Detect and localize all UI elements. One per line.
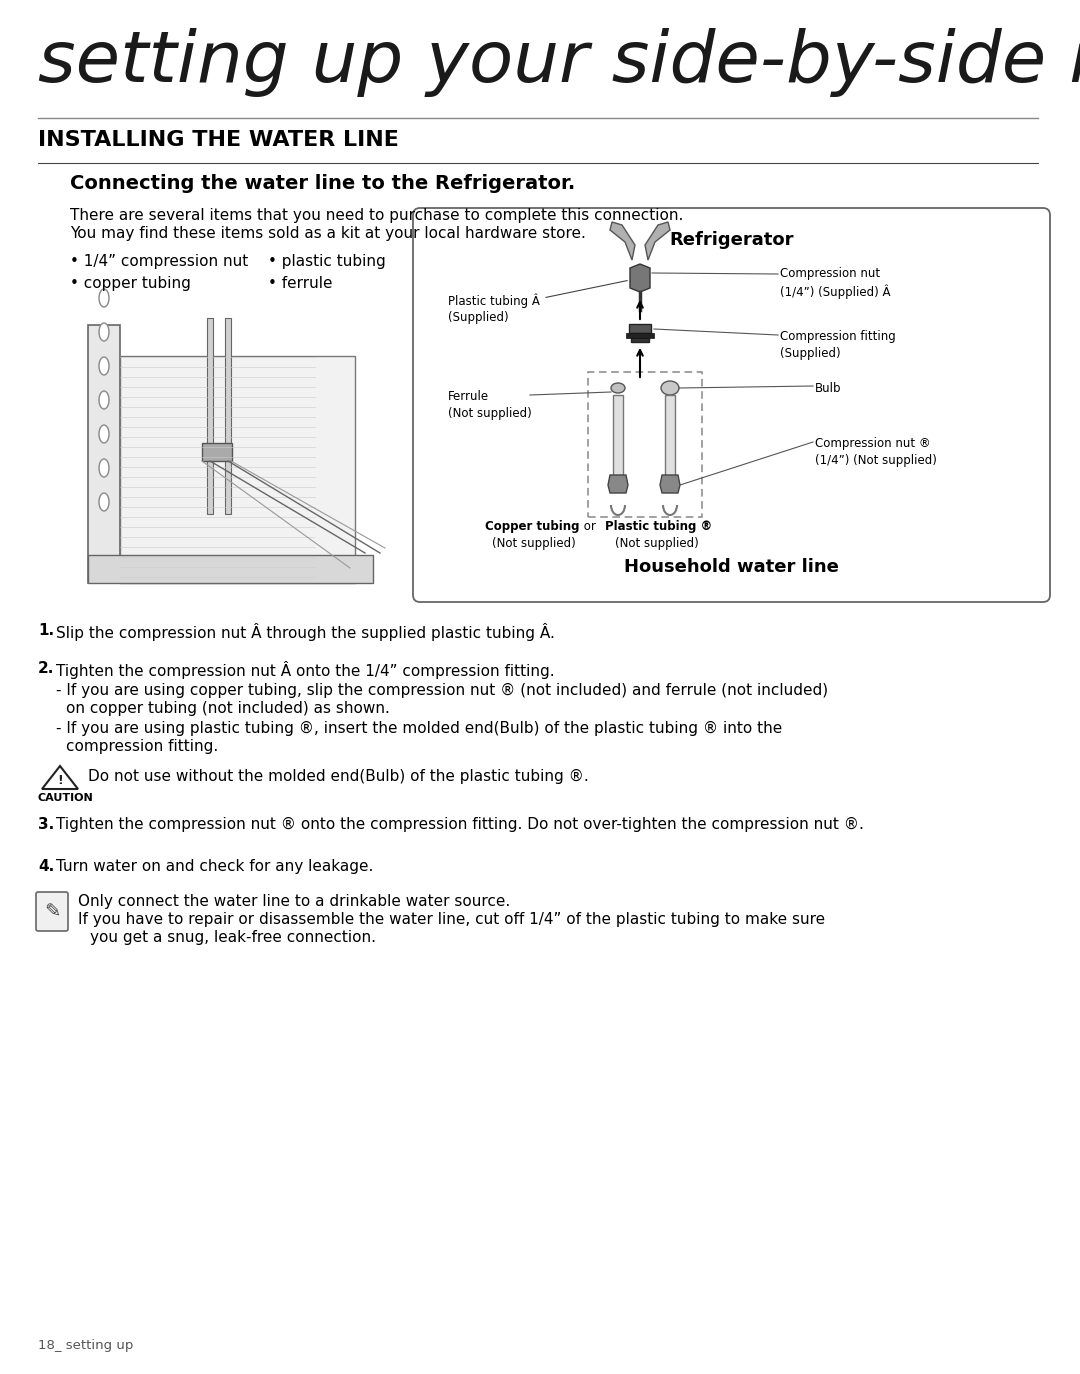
Bar [87, 324, 120, 583]
Text: Turn water on and check for any leakage.: Turn water on and check for any leakage. [56, 859, 374, 874]
Text: setting up your side-by-side refrigerator: setting up your side-by-side refrigerato… [38, 27, 1080, 98]
Text: - If you are using plastic tubing ®, insert the molded end(Bulb) of the plastic : - If you are using plastic tubing ®, ins… [56, 721, 782, 736]
Ellipse shape [661, 381, 679, 394]
Ellipse shape [99, 289, 109, 306]
Text: Tighten the compression nut ® onto the compression fitting. Do not over-tighten : Tighten the compression nut ® onto the c… [56, 818, 864, 833]
Text: Only connect the water line to a drinkable water source.: Only connect the water line to a drinkab… [78, 894, 510, 910]
Text: or: or [580, 519, 599, 533]
Text: Slip the compression nut Â through the supplied plastic tubing Â.: Slip the compression nut Â through the s… [56, 622, 555, 642]
Text: Plastic tubing Â
(Supplied): Plastic tubing Â (Supplied) [448, 293, 540, 324]
Text: Do not use without the molded end(Bulb) of the plastic tubing ®.: Do not use without the molded end(Bulb) … [87, 769, 589, 785]
Text: INSTALLING THE WATER LINE: INSTALLING THE WATER LINE [38, 131, 399, 150]
Text: (Not supplied): (Not supplied) [615, 537, 699, 550]
Text: 3.: 3. [38, 818, 54, 833]
Ellipse shape [99, 493, 109, 511]
Text: If you have to repair or disassemble the water line, cut off 1/4” of the plastic: If you have to repair or disassemble the… [78, 912, 825, 927]
FancyBboxPatch shape [413, 207, 1050, 602]
Ellipse shape [99, 357, 109, 375]
Text: Connecting the water line to the Refrigerator.: Connecting the water line to the Refrige… [70, 174, 576, 192]
Text: Copper tubing: Copper tubing [485, 519, 580, 533]
Ellipse shape [99, 425, 109, 442]
Bar [225, 319, 231, 514]
Text: There are several items that you need to purchase to complete this connection.: There are several items that you need to… [70, 207, 684, 223]
Polygon shape [645, 223, 670, 260]
Text: Tighten the compression nut Â onto the 1/4” compression fitting.: Tighten the compression nut Â onto the 1… [56, 661, 555, 679]
Text: ✎: ✎ [44, 903, 60, 922]
Ellipse shape [99, 323, 109, 341]
Bar [613, 394, 623, 480]
Text: (Not supplied): (Not supplied) [492, 537, 576, 550]
Bar [629, 324, 651, 333]
Text: Compression fitting
(Supplied): Compression fitting (Supplied) [780, 330, 895, 360]
Bar [631, 333, 649, 342]
Bar [87, 555, 373, 583]
Ellipse shape [99, 392, 109, 409]
Text: Plastic tubing ®: Plastic tubing ® [605, 519, 712, 533]
Text: • plastic tubing: • plastic tubing [268, 254, 386, 269]
Text: 4.: 4. [38, 859, 54, 874]
Polygon shape [42, 765, 78, 789]
Bar [626, 333, 654, 338]
Text: Ferrule
(Not supplied): Ferrule (Not supplied) [448, 390, 531, 420]
Text: Compression nut ®
(1/4”) (Not supplied): Compression nut ® (1/4”) (Not supplied) [815, 437, 936, 467]
Polygon shape [660, 475, 680, 493]
Text: compression fitting.: compression fitting. [66, 739, 218, 754]
Ellipse shape [99, 459, 109, 477]
Text: !: ! [57, 774, 63, 786]
FancyBboxPatch shape [36, 892, 68, 932]
Polygon shape [630, 264, 650, 293]
Text: 1.: 1. [38, 622, 54, 638]
Bar [207, 319, 213, 514]
Text: 18_ setting up: 18_ setting up [38, 1340, 133, 1352]
Text: on copper tubing (not included) as shown.: on copper tubing (not included) as shown… [66, 701, 390, 716]
Text: • ferrule: • ferrule [268, 276, 333, 291]
Text: Refrigerator: Refrigerator [670, 231, 794, 249]
Text: You may find these items sold as a kit at your local hardware store.: You may find these items sold as a kit a… [70, 225, 585, 240]
Text: Household water line: Household water line [624, 558, 839, 576]
Text: • copper tubing: • copper tubing [70, 276, 191, 291]
Ellipse shape [611, 383, 625, 393]
Polygon shape [608, 475, 627, 493]
Text: Compression nut
(1/4”) (Supplied) Â: Compression nut (1/4”) (Supplied) Â [780, 267, 891, 300]
Text: 2.: 2. [38, 661, 54, 676]
Text: • 1/4” compression nut: • 1/4” compression nut [70, 254, 248, 269]
Bar [202, 442, 232, 462]
Polygon shape [610, 223, 635, 260]
Bar [120, 356, 355, 583]
Text: Bulb: Bulb [815, 382, 841, 394]
Text: CAUTION: CAUTION [38, 793, 94, 802]
Text: - If you are using copper tubing, slip the compression nut ® (not included) and : - If you are using copper tubing, slip t… [56, 683, 828, 698]
Text: you get a snug, leak-free connection.: you get a snug, leak-free connection. [90, 930, 376, 945]
Bar [665, 394, 675, 480]
